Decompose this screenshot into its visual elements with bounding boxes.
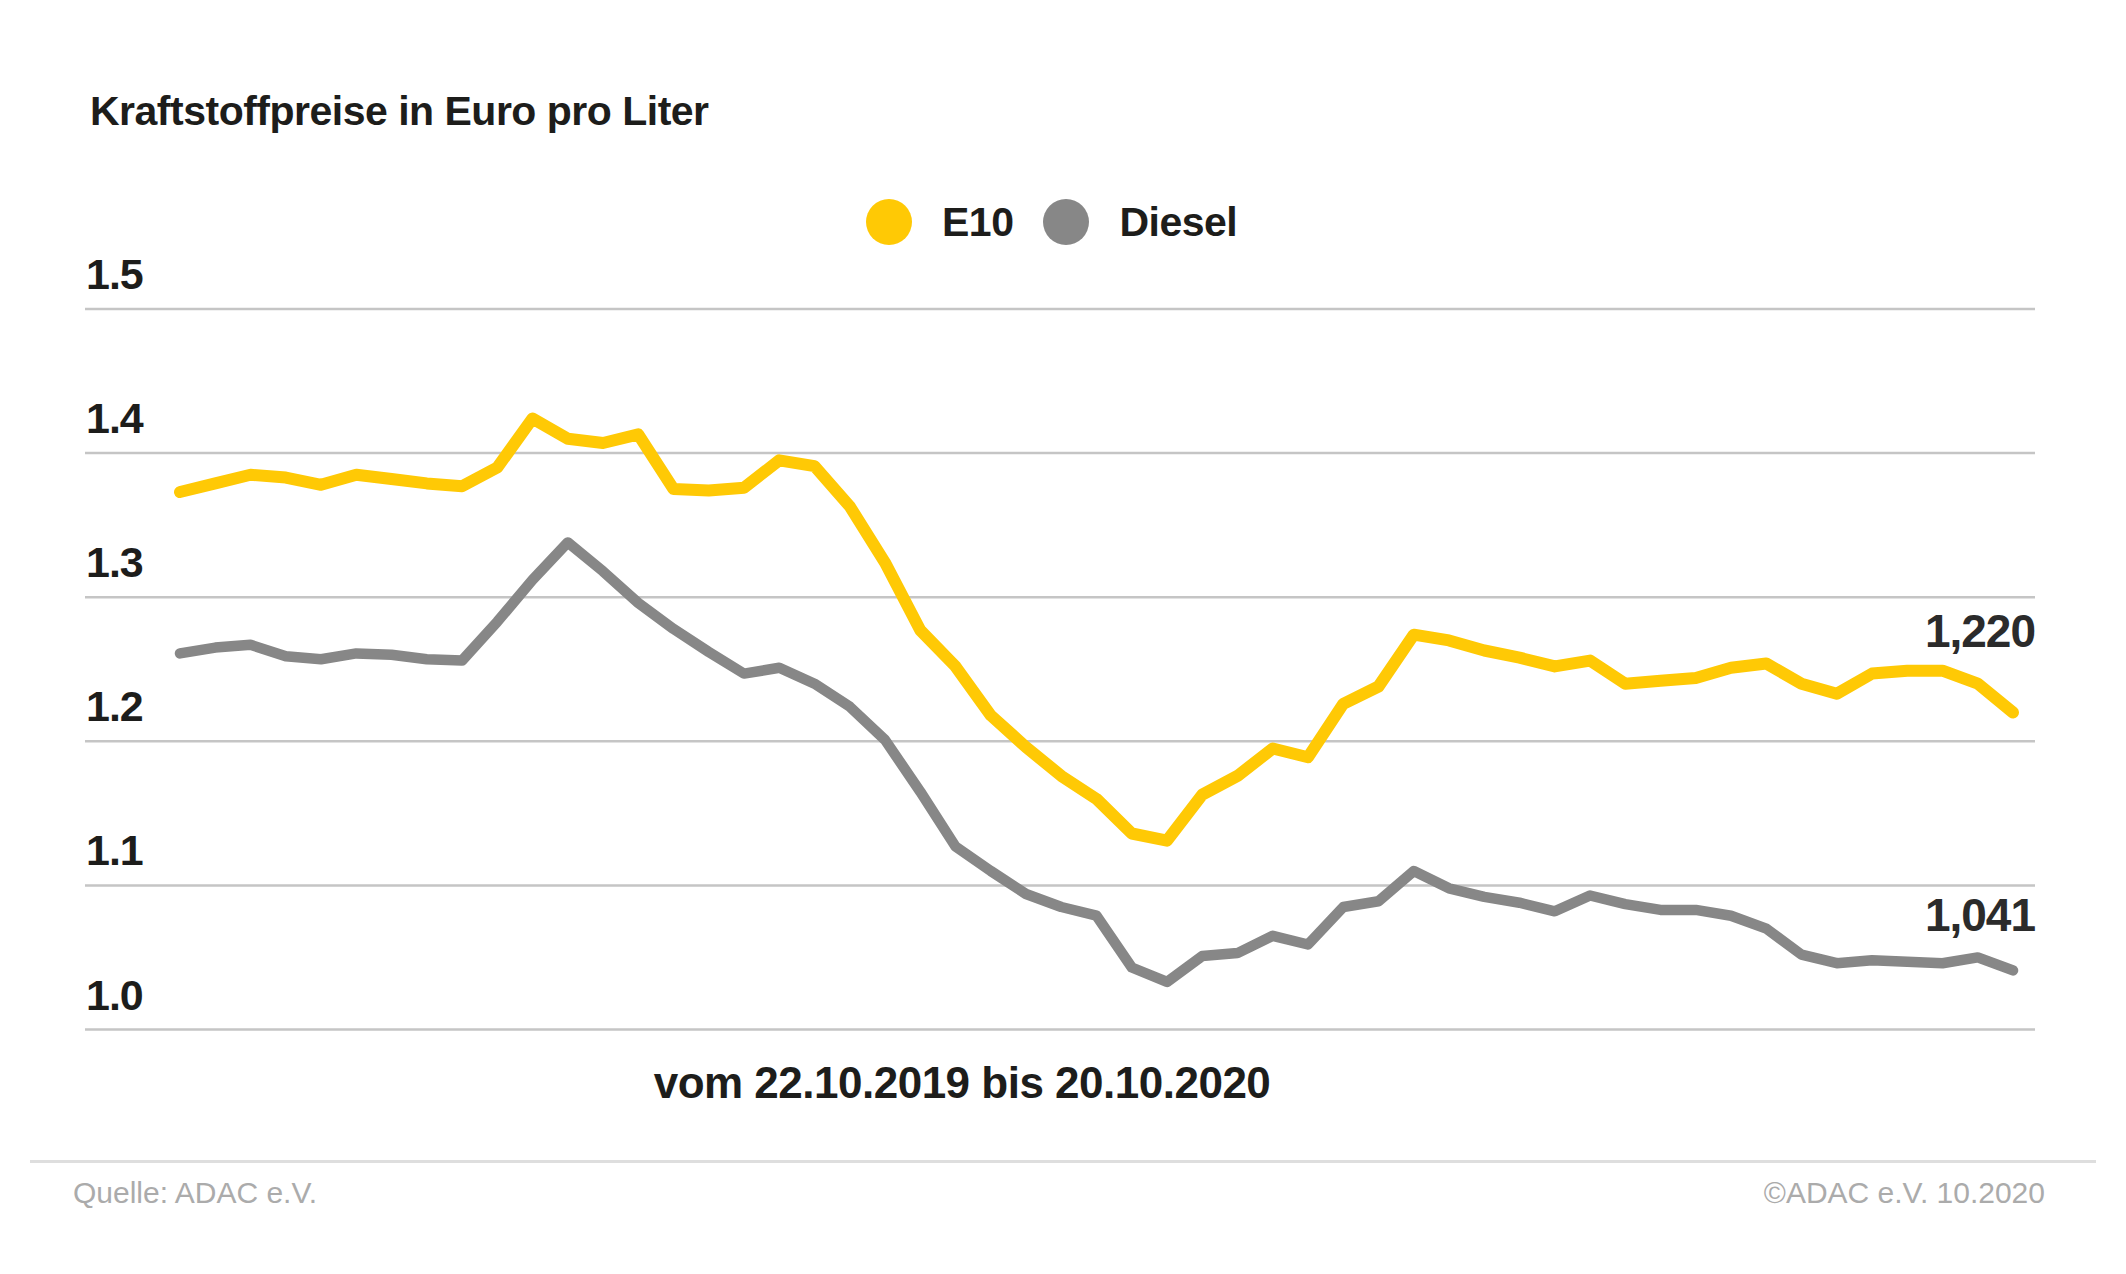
e10-price-line (180, 419, 2013, 841)
e10-end-value-label: 1,220 (1925, 604, 2035, 659)
footer-divider (30, 1160, 2096, 1163)
diesel-end-value-label: 1,041 (1925, 888, 2035, 943)
diesel-price-line (180, 542, 2013, 982)
footer-source-text: Quelle: ADAC e.V. (73, 1176, 317, 1210)
y-axis-tick-label: 1.1 (86, 829, 143, 872)
fuel-price-infographic: Kraftstoffpreise in Euro pro Liter E10 D… (0, 0, 2126, 1274)
y-axis-tick-label: 1.3 (86, 541, 143, 584)
y-axis-tick-label: 1.0 (86, 974, 143, 1017)
x-axis-label: vom 22.10.2019 bis 20.10.2020 (0, 1058, 1924, 1108)
footer-copyright-text: ©ADAC e.V. 10.2020 (1764, 1176, 2045, 1210)
y-axis-tick-label: 1.2 (86, 685, 143, 728)
y-axis-tick-label: 1.4 (86, 397, 143, 440)
y-axis-tick-label: 1.5 (86, 253, 143, 296)
